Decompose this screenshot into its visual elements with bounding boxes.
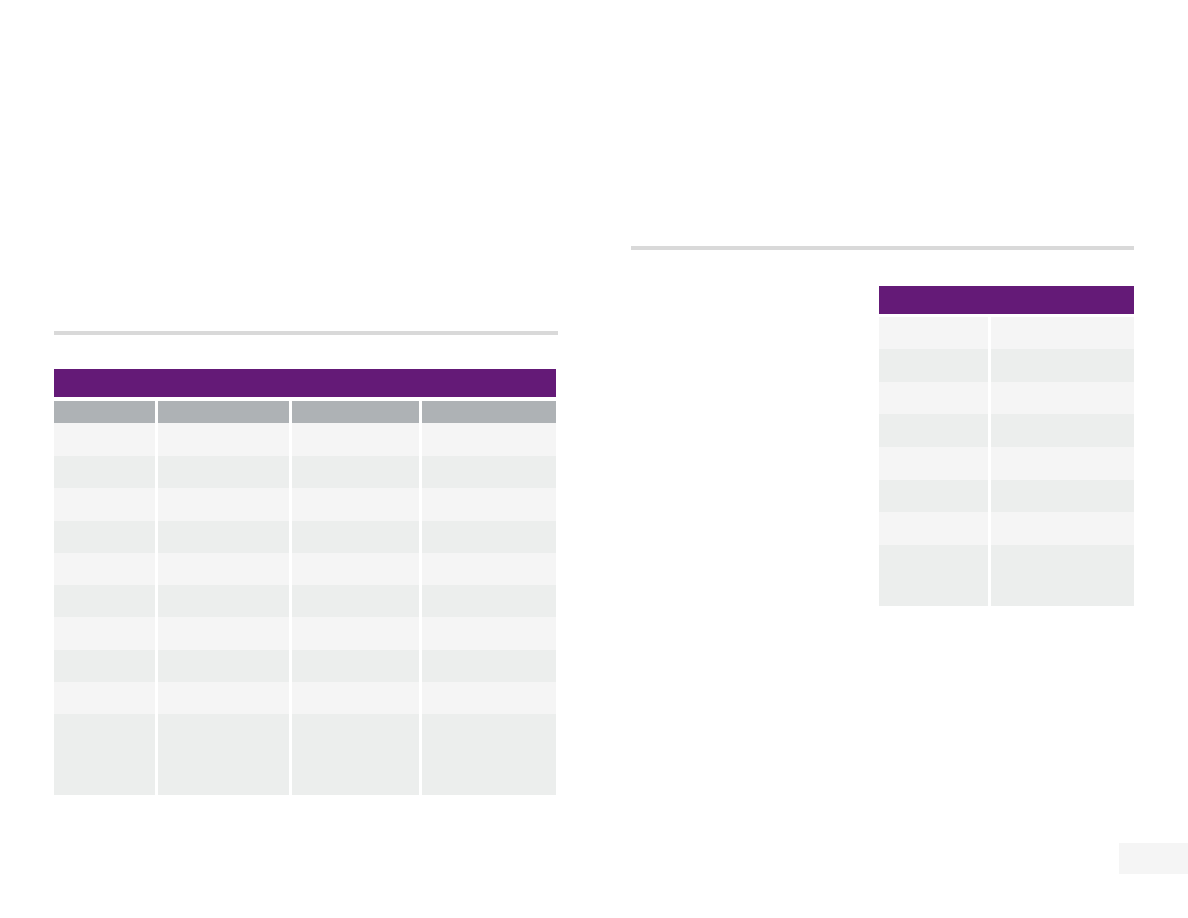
table-cell xyxy=(422,488,556,521)
table-cell xyxy=(158,682,289,714)
table-cell xyxy=(292,488,419,521)
table-cell xyxy=(879,382,988,414)
table-cell xyxy=(158,488,289,521)
table-cell xyxy=(158,521,289,553)
table-cell xyxy=(54,423,155,456)
table-cell xyxy=(158,714,289,795)
table-cell xyxy=(991,447,1134,480)
column-header xyxy=(422,401,556,423)
table-cell xyxy=(879,512,988,545)
table-cell xyxy=(879,447,988,480)
table-cell xyxy=(422,456,556,488)
table-cell xyxy=(879,349,988,382)
page-number xyxy=(1119,843,1188,874)
table-cell xyxy=(879,545,988,606)
table-cell xyxy=(54,456,155,488)
table-cell xyxy=(158,585,289,617)
left-section-divider xyxy=(54,331,558,335)
table-cell xyxy=(991,545,1134,606)
table-cell xyxy=(158,553,289,585)
table-cell xyxy=(292,714,419,795)
column-header xyxy=(54,401,155,423)
table-cell xyxy=(422,553,556,585)
table-cell xyxy=(422,682,556,714)
table-cell xyxy=(292,521,419,553)
table-cell xyxy=(991,414,1134,447)
table-cell xyxy=(991,480,1134,512)
table-cell xyxy=(991,317,1134,349)
table-cell xyxy=(879,480,988,512)
table-cell xyxy=(991,349,1134,382)
table-cell xyxy=(292,553,419,585)
table-cell xyxy=(292,456,419,488)
table-cell xyxy=(54,714,155,795)
column-header xyxy=(158,401,289,423)
table-cell xyxy=(422,585,556,617)
table-cell xyxy=(54,617,155,650)
table-cell xyxy=(54,521,155,553)
table-cell xyxy=(54,585,155,617)
table-cell xyxy=(422,423,556,456)
table-cell xyxy=(879,317,988,349)
table-cell xyxy=(54,553,155,585)
table-cell xyxy=(54,682,155,714)
table-cell xyxy=(422,521,556,553)
table-cell xyxy=(422,617,556,650)
table-cell xyxy=(991,382,1134,414)
table-cell xyxy=(292,682,419,714)
table-cell xyxy=(54,488,155,521)
table-cell xyxy=(292,585,419,617)
table-cell xyxy=(292,650,419,682)
table-cell xyxy=(422,650,556,682)
table-cell xyxy=(158,423,289,456)
table-cell xyxy=(991,512,1134,545)
right-table-title xyxy=(879,286,1134,314)
table-cell xyxy=(158,456,289,488)
table-cell xyxy=(292,617,419,650)
column-header xyxy=(292,401,419,423)
table-cell xyxy=(158,650,289,682)
table-cell xyxy=(158,617,289,650)
table-cell xyxy=(292,423,419,456)
table-cell xyxy=(422,714,556,795)
right-section-divider xyxy=(631,246,1134,250)
table-cell xyxy=(879,414,988,447)
left-table-title xyxy=(54,369,556,397)
table-cell xyxy=(54,650,155,682)
